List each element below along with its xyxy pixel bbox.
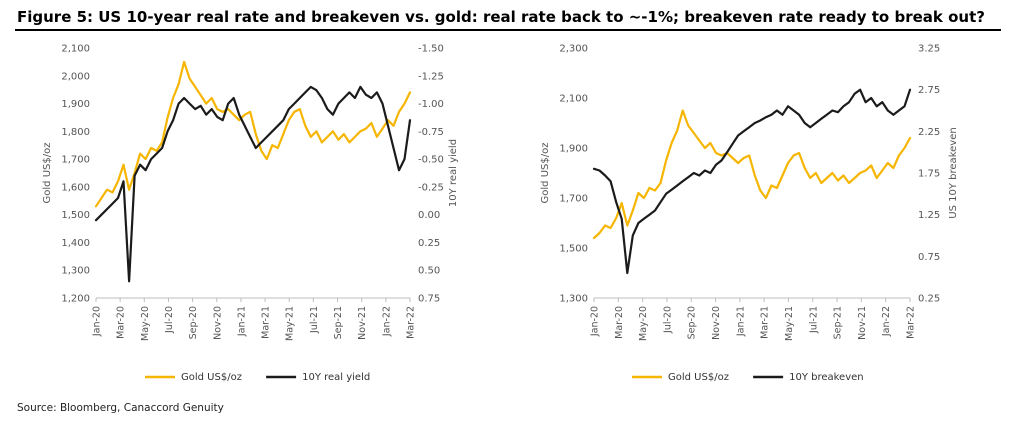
x-tick-label: Mar-21 xyxy=(760,306,771,339)
y2-tick-label: 1.25 xyxy=(918,210,940,221)
x-tick-label: Jan-21 xyxy=(735,306,746,337)
y2-tick-label: 0.25 xyxy=(418,238,440,249)
y2-axis-label: US 10Y breakeven xyxy=(948,127,959,218)
x-tick-label: Jan-22 xyxy=(381,306,392,337)
x-tick-label: Jan-20 xyxy=(590,306,601,337)
y-tick-label: 1,600 xyxy=(61,182,90,193)
x-tick-label: Mar-20 xyxy=(116,306,127,339)
x-tick-label: Nov-21 xyxy=(857,306,868,340)
y-axis-label: Gold US$/oz xyxy=(42,143,53,204)
y-tick-label: 1,700 xyxy=(61,155,90,166)
y2-tick-label: 1.75 xyxy=(918,169,940,180)
source-note: Source: Bloomberg, Canaccord Genuity xyxy=(17,402,224,414)
y-tick-label: 2,100 xyxy=(559,94,588,105)
x-tick-label: Sep-21 xyxy=(333,306,344,339)
chart-right: 1,300 1,500 1,700 1,900 2,100 2,300 0.25 0.75 1.… xyxy=(540,44,959,384)
legend-label: 10Y breakeven xyxy=(789,372,864,383)
y-tick-label: 1,300 xyxy=(559,294,588,305)
x-tick-label: May-21 xyxy=(784,306,795,341)
y2-tick-label: -1.50 xyxy=(418,44,444,55)
x-tick-label: Nov-21 xyxy=(357,306,368,340)
legend-label: 10Y real yield xyxy=(302,372,370,383)
series-line-secondary xyxy=(592,88,912,275)
x-tick-label: Sep-20 xyxy=(687,306,698,339)
series-line-gold xyxy=(592,109,912,240)
y2-tick-label: -1.00 xyxy=(418,99,444,110)
x-tick-label: May-20 xyxy=(140,306,151,341)
x-tick-label: Mar-22 xyxy=(406,306,417,339)
x-tick-label: Mar-20 xyxy=(614,306,625,339)
y-tick-label: 1,400 xyxy=(61,238,90,249)
x-tick-label: Jan-21 xyxy=(236,306,247,337)
y2-tick-label: -0.25 xyxy=(418,182,444,193)
y-tick-label: 1,200 xyxy=(61,294,90,305)
legend-label: Gold US$/oz xyxy=(181,372,242,383)
y-tick-label: 1,800 xyxy=(61,127,90,138)
x-tick-label: Sep-20 xyxy=(188,306,199,339)
y-tick-label: 2,300 xyxy=(559,44,588,55)
y2-tick-label: -0.75 xyxy=(418,127,444,138)
x-tick-label: Sep-21 xyxy=(833,306,844,339)
y-tick-label: 1,500 xyxy=(61,210,90,221)
series-line-gold xyxy=(94,60,412,208)
x-tick-label: May-21 xyxy=(285,306,296,341)
y-tick-label: 2,000 xyxy=(61,71,90,82)
y2-tick-label: 0.00 xyxy=(418,210,440,221)
x-tick-label: Jan-20 xyxy=(92,306,103,337)
x-tick-label: Nov-20 xyxy=(711,306,722,340)
y-tick-label: 1,300 xyxy=(61,266,90,277)
x-tick-label: Mar-22 xyxy=(906,306,917,339)
series-line-secondary xyxy=(94,85,412,283)
y2-tick-label: 0.25 xyxy=(918,294,940,305)
x-tick-label: Jul-21 xyxy=(309,306,320,334)
y2-tick-label: 0.50 xyxy=(418,266,440,277)
x-tick-label: May-20 xyxy=(638,306,649,341)
y-tick-label: 1,900 xyxy=(61,99,90,110)
x-tick-label: Jul-21 xyxy=(808,306,819,334)
title-rule xyxy=(15,29,1001,31)
x-tick-label: Mar-21 xyxy=(261,306,272,339)
y2-tick-label: 2.25 xyxy=(918,127,940,138)
y2-tick-label: 0.75 xyxy=(418,294,440,305)
y2-tick-label: 2.75 xyxy=(918,85,940,96)
x-tick-label: Jan-22 xyxy=(881,306,892,337)
figure-title: Figure 5: US 10-year real rate and break… xyxy=(17,8,985,26)
y2-tick-label: -0.50 xyxy=(418,155,444,166)
legend-label: Gold US$/oz xyxy=(668,372,729,383)
x-tick-label: Jul-20 xyxy=(164,306,175,334)
y-tick-label: 1,500 xyxy=(559,244,588,255)
y2-tick-label: 0.75 xyxy=(918,252,940,263)
y2-tick-label: 3.25 xyxy=(918,44,940,55)
y-tick-label: 2,100 xyxy=(61,44,90,55)
chart-left: 1,200 1,300 1,400 1,500 1,600 1,700 1,800 1,900… xyxy=(42,44,459,384)
y2-tick-label: -1.25 xyxy=(418,71,444,82)
y-axis-label: Gold US$/oz xyxy=(540,143,551,204)
x-tick-label: Nov-20 xyxy=(212,306,223,340)
y-tick-label: 1,700 xyxy=(559,194,588,205)
y-tick-label: 1,900 xyxy=(559,144,588,155)
x-tick-label: Jul-20 xyxy=(662,306,673,334)
y2-axis-label: 10Y real yield xyxy=(448,139,459,207)
